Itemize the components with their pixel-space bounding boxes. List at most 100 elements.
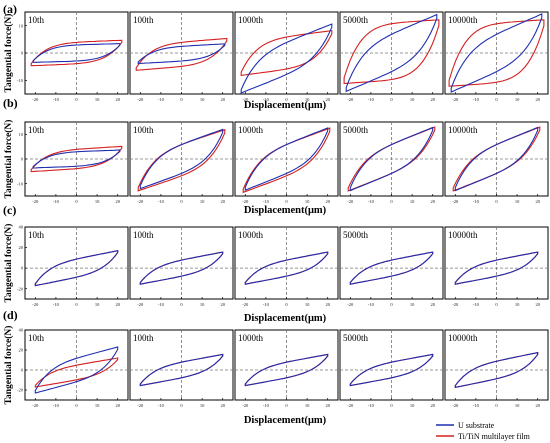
x-tick-label: -10 — [53, 199, 60, 204]
x-tick-label: 0 — [495, 403, 498, 408]
x-tick-label: 20 — [535, 97, 540, 102]
u-substrate-loop — [137, 43, 226, 65]
cycle-label: 100th — [133, 333, 154, 343]
cycle-label: 10000th — [448, 333, 478, 343]
x-tick-label: -10 — [158, 97, 165, 102]
y-axis-title: Tangential force(N) — [3, 14, 14, 93]
x-tick-label: 20 — [115, 403, 120, 408]
x-tick-label: -10 — [53, 97, 60, 102]
film-loop — [135, 37, 228, 71]
y-tick-label: 40 — [19, 225, 24, 230]
x-tick-label: 10 — [515, 403, 520, 408]
x-tick-label: 20 — [220, 403, 225, 408]
film-loop — [30, 145, 123, 173]
x-tick-label: 10 — [515, 302, 520, 307]
x-tick-label: 20 — [325, 302, 330, 307]
x-tick-label: 20 — [115, 97, 120, 102]
cycle-label: 5000th — [343, 15, 369, 25]
film-loop — [240, 29, 333, 77]
cycle-label: 100th — [133, 125, 154, 135]
x-tick-label: -10 — [158, 403, 165, 408]
x-tick-label: 10 — [305, 302, 310, 307]
labels: (a)Tangential force(N)-20 -10 0 10 20-100101… — [3, 2, 541, 441]
x-tick-label: 0 — [285, 97, 288, 102]
cycle-label: 10th — [28, 333, 45, 343]
cycle-label: 100th — [133, 15, 154, 25]
x-tick-label: -20 — [452, 403, 459, 408]
u-substrate-loop — [244, 127, 329, 191]
u-substrate-loop — [34, 250, 119, 287]
x-tick-label: -10 — [263, 97, 270, 102]
x-axis-title: Displacement(μm) — [244, 415, 327, 426]
x-tick-label: 0 — [180, 403, 183, 408]
x-tick-label: 0 — [75, 403, 78, 408]
legend-entry: U substrate — [458, 421, 495, 430]
x-tick-label: -10 — [158, 199, 165, 204]
y-axis-title: Tangential force(N) — [3, 120, 14, 199]
x-tick-label: -20 — [137, 302, 144, 307]
u-substrate-loop — [240, 23, 333, 94]
y-axis-title: Tangential force(N) — [3, 224, 14, 303]
cycle-label: 10000th — [448, 230, 478, 240]
u-substrate-loop — [454, 251, 539, 285]
u-substrate-loop — [32, 43, 121, 63]
cycle-label: 100th — [133, 230, 154, 240]
u-substrate-loop — [454, 126, 539, 192]
x-axis-title: Displacement(μm) — [244, 205, 327, 216]
cycle-label: 1000th — [238, 15, 264, 25]
x-tick-label: 20 — [220, 199, 225, 204]
film-loop — [30, 39, 123, 67]
x-tick-label: -20 — [242, 403, 249, 408]
x-tick-label: -20 — [137, 199, 144, 204]
cycle-label: 10000th — [448, 125, 478, 135]
x-tick-label: 10 — [200, 302, 205, 307]
x-tick-label: -10 — [473, 403, 480, 408]
cycle-label: 5000th — [343, 333, 369, 343]
x-tick-label: 0 — [75, 97, 78, 102]
cycle-label: 5000th — [343, 230, 369, 240]
x-tick-label: 20 — [325, 199, 330, 204]
x-tick-label: 10 — [305, 199, 310, 204]
x-tick-label: 0 — [390, 302, 393, 307]
legend: U substrate Ti/TiN multilayer film — [436, 421, 531, 441]
y-tick-label: 20 — [19, 348, 24, 353]
x-tick-label: 0 — [285, 403, 288, 408]
x-tick-label: -20 — [347, 302, 354, 307]
x-tick-label: -20 — [452, 97, 459, 102]
cycle-label: 1000th — [238, 230, 264, 240]
film-loop — [34, 357, 119, 388]
x-tick-label: -20 — [32, 199, 39, 204]
x-tick-label: 0 — [285, 199, 288, 204]
x-tick-label: 10 — [305, 403, 310, 408]
panel-label: (c) — [3, 203, 16, 217]
cycle-label: 10th — [28, 125, 45, 135]
x-tick-label: 10 — [305, 97, 310, 102]
x-tick-label: -10 — [263, 199, 270, 204]
y-tick-label: 0 — [21, 368, 24, 373]
x-tick-label: -20 — [242, 199, 249, 204]
y-tick-label: 40 — [19, 328, 24, 333]
x-tick-label: 20 — [115, 302, 120, 307]
legend-entry: Ti/TiN multilayer film — [458, 432, 531, 441]
u-substrate-loop — [450, 13, 543, 93]
y-tick-label: -10 — [17, 78, 24, 83]
x-tick-label: 20 — [430, 199, 435, 204]
x-tick-label: 20 — [325, 97, 330, 102]
x-tick-label: 0 — [390, 97, 393, 102]
x-tick-label: -10 — [158, 302, 165, 307]
y-tick-label: 20 — [19, 245, 24, 250]
u-substrate-loop — [349, 251, 434, 285]
u-substrate-loop — [32, 149, 121, 169]
x-tick-label: -20 — [242, 302, 249, 307]
x-tick-label: -20 — [347, 97, 354, 102]
x-axis-title: Displacement(μm) — [244, 100, 327, 111]
x-tick-label: 20 — [430, 97, 435, 102]
x-tick-label: 20 — [220, 302, 225, 307]
u-substrate-loop — [139, 353, 224, 387]
x-tick-label: -20 — [452, 199, 459, 204]
x-tick-label: 10 — [410, 403, 415, 408]
x-tick-label: 0 — [390, 403, 393, 408]
u-substrate-loop — [139, 128, 224, 190]
cycle-label: 10th — [28, 15, 45, 25]
x-tick-label: 10 — [95, 302, 100, 307]
